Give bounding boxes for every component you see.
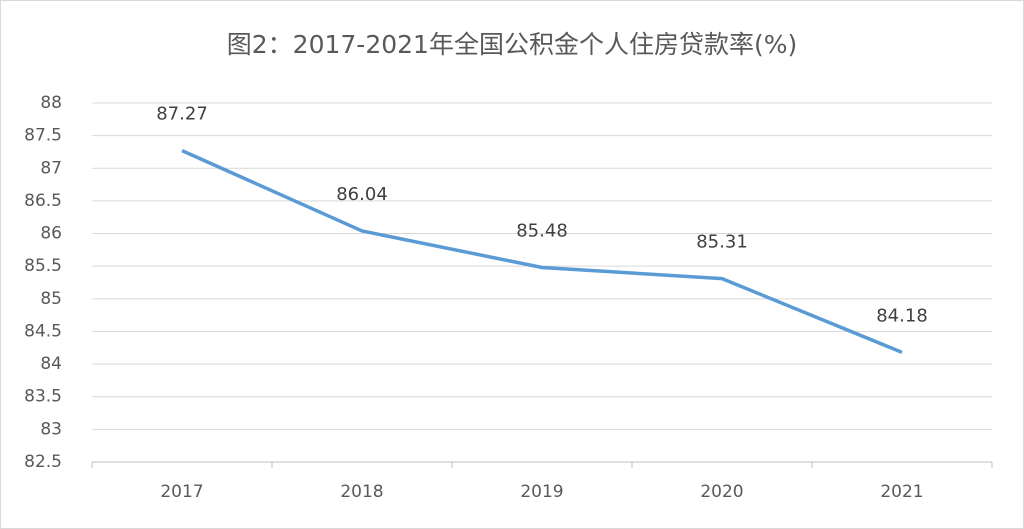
y-tick-label: 84.5 <box>24 321 62 341</box>
y-tick-label: 84 <box>40 354 62 374</box>
y-tick-label: 87 <box>40 158 62 178</box>
y-tick-label: 86.5 <box>24 191 62 211</box>
y-tick-label: 83 <box>40 419 62 439</box>
x-tick-label: 2020 <box>700 482 743 502</box>
data-label: 87.27 <box>156 104 208 125</box>
x-tick-label: 2017 <box>160 482 203 502</box>
y-tick-label: 85.5 <box>24 256 62 276</box>
data-label: 85.48 <box>516 220 568 241</box>
chart-title: 图2：2017-2021年全国公积金个人住房贷款率(%) <box>227 30 797 59</box>
y-tick-label: 88 <box>40 93 62 113</box>
y-tick-label: 85 <box>40 289 62 309</box>
data-label: 85.31 <box>696 232 748 253</box>
y-tick-label: 87.5 <box>24 126 62 146</box>
x-tick-label: 2018 <box>340 482 383 502</box>
y-tick-label: 86 <box>40 224 62 244</box>
x-tick-label: 2021 <box>880 482 923 502</box>
data-line <box>181 149 903 354</box>
data-label: 86.04 <box>336 184 388 205</box>
y-tick-label: 83.5 <box>24 387 62 407</box>
data-label: 84.18 <box>876 305 928 326</box>
x-tick-label: 2019 <box>520 482 563 502</box>
y-tick-label: 82.5 <box>24 452 62 472</box>
